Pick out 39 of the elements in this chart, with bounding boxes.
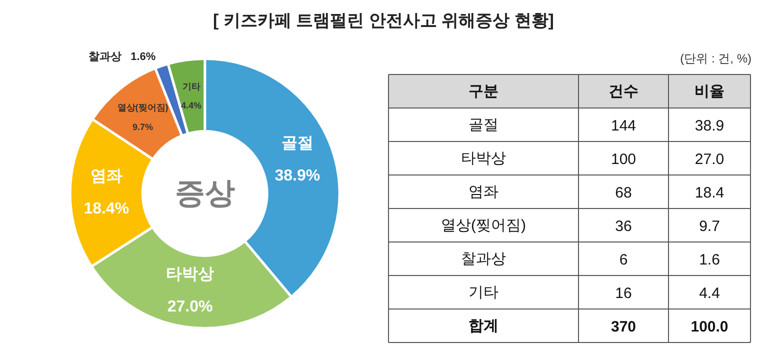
- slice-label: 골절: [281, 135, 314, 152]
- text: 100.0: [690, 318, 728, 336]
- text: 열상(찢어짐): [441, 216, 526, 234]
- text: 찰과상: [461, 250, 506, 268]
- slice-label: 찰과상: [88, 51, 122, 64]
- text: 4.4: [699, 284, 720, 302]
- text: 증상: [174, 177, 235, 210]
- text: 합계: [468, 317, 498, 334]
- text: 9.7: [699, 218, 720, 235]
- text: 비율: [694, 82, 724, 100]
- text: 16: [615, 284, 632, 302]
- data-label: 1.6%: [130, 51, 156, 64]
- data-label: 9.7%: [132, 122, 154, 132]
- text: 36: [615, 218, 632, 235]
- text: 370: [610, 318, 636, 336]
- text: [ 키즈카페 트램펄린 안전사고 위해증상 현황]: [213, 11, 554, 30]
- slice-label: 기타: [182, 82, 200, 92]
- text: 38.9: [694, 117, 724, 134]
- text: 27.0: [694, 150, 724, 168]
- text: 68: [615, 184, 632, 202]
- text: 100: [610, 150, 636, 168]
- slice-label: 타박상: [166, 266, 214, 283]
- text: 18.4: [694, 184, 724, 202]
- text: 1.6: [699, 251, 720, 268]
- slice-label: 열상(찢어짐): [117, 102, 168, 113]
- text: 타박상: [461, 150, 506, 167]
- slice-label: 염좌: [90, 168, 122, 186]
- text: 염좌: [468, 183, 498, 200]
- text: 골절: [468, 116, 498, 134]
- text: 건수: [608, 82, 638, 100]
- data-label: 4.4%: [181, 100, 202, 111]
- text: 144: [610, 117, 636, 134]
- text: (단위 : 건, %): [680, 52, 752, 66]
- data-label: 38.9%: [274, 168, 320, 185]
- text: 기타: [468, 284, 498, 301]
- data-label: 27.0%: [167, 298, 213, 316]
- text: 6: [619, 251, 628, 268]
- text: 구분: [468, 82, 498, 100]
- data-label: 18.4%: [84, 200, 130, 218]
